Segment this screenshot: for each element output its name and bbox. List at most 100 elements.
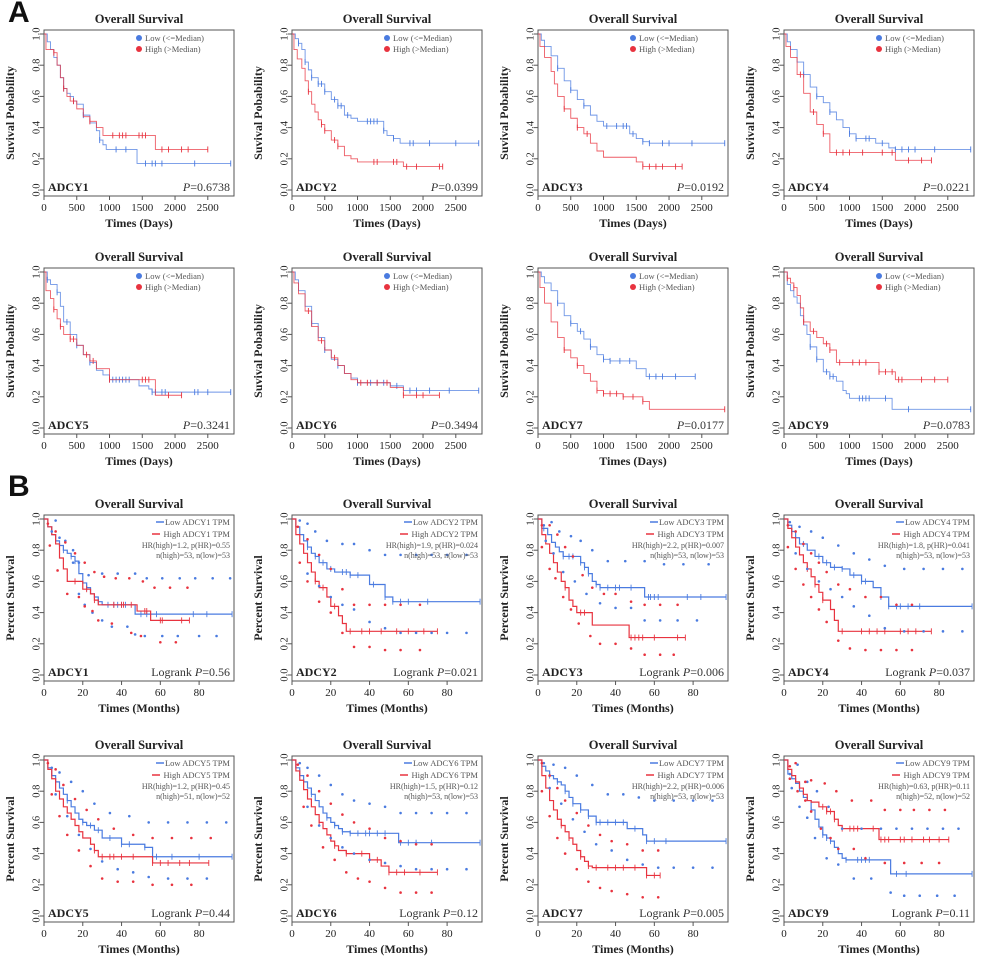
ci-point <box>151 883 154 887</box>
plot-frame <box>783 267 975 435</box>
logrank-label: Logrank <box>639 665 683 679</box>
gene-label: ADCY1 <box>48 665 89 679</box>
y-tick-label: 0.2 <box>772 390 783 403</box>
p-number: =0.11 <box>943 906 970 920</box>
y-tick-label: 0.6 <box>280 575 291 588</box>
ci-point <box>341 603 344 607</box>
hr-stats: HR(high)=1.2, p(HR)=0.45 <box>142 782 230 791</box>
y-axis-label: Percent Survival <box>251 796 265 882</box>
y-tick-label: 0.2 <box>526 152 537 165</box>
km-chart-b-adcy7: Overall Survival 0.0 0.2 0.4 0.6 0.8 1.0 0 20 40 6… <box>497 738 729 956</box>
ci-point <box>176 634 180 638</box>
x-tick-label: 60 <box>895 928 907 940</box>
ci-point <box>587 880 590 883</box>
ci-point <box>552 552 555 555</box>
p-value: P=0.0783 <box>922 418 970 432</box>
ci-point <box>943 808 947 812</box>
ci-point <box>579 539 582 543</box>
legend-label-high: High ADCY6 TPM <box>412 770 479 780</box>
ci-point <box>77 592 81 596</box>
x-axis-label: Times (Months) <box>592 701 673 715</box>
ci-point <box>711 799 714 802</box>
y-tick-label: 0.6 <box>772 816 783 829</box>
ci-point <box>310 824 313 827</box>
ci-point <box>788 764 792 768</box>
ci-point <box>961 630 964 633</box>
y-tick-label: 0.0 <box>32 183 43 196</box>
hr-stats: HR(high)=1.9, p(HR)=0.024 <box>386 541 478 550</box>
ci-point <box>804 780 807 784</box>
ci-point <box>883 808 887 812</box>
ci-point <box>899 808 902 812</box>
ci-point <box>87 573 90 577</box>
ci-point <box>864 595 867 599</box>
x-tick-label: 40 <box>856 687 868 699</box>
ci-point <box>809 552 813 555</box>
ci-point <box>383 603 387 607</box>
ci-point <box>643 653 646 657</box>
ci-point <box>606 559 610 563</box>
p-symbol: P <box>430 180 439 194</box>
ci-point <box>215 634 218 638</box>
ci-point <box>89 864 92 868</box>
p-number: =0.021 <box>444 665 478 679</box>
y-tick-label: 0.8 <box>772 785 783 798</box>
ci-point <box>656 895 660 899</box>
logrank-label: Logrank <box>892 906 936 920</box>
survival-curve <box>292 271 479 392</box>
ci-point <box>653 799 656 802</box>
ci-point <box>329 567 333 571</box>
p-number: =0.56 <box>202 665 230 679</box>
ci-point <box>329 611 333 614</box>
ci-point <box>186 877 189 880</box>
chart-title: Overall Survival <box>589 738 678 752</box>
plot-frame <box>783 755 975 923</box>
survival-curve <box>538 33 725 144</box>
survival-curve <box>292 518 481 603</box>
x-tick-label: 1500 <box>379 202 402 214</box>
ci-point <box>414 811 418 815</box>
ci-point <box>869 877 873 880</box>
plot-frame <box>43 755 235 923</box>
plot-frame <box>783 29 975 197</box>
x-tick-label: 60 <box>403 687 415 699</box>
legend-label-high: High ADCY9 TPM <box>904 770 971 780</box>
n-stats: n(high)=53, n(low)=53 <box>896 551 970 560</box>
ci-point <box>83 605 87 608</box>
km-chart-b-adcy6: Overall Survival 0.0 0.2 0.4 0.6 0.8 1.0 0 20 40 6… <box>251 738 483 956</box>
ci-point <box>100 619 104 622</box>
ci-point <box>910 603 914 607</box>
ci-point <box>352 799 356 802</box>
ci-point <box>418 603 422 607</box>
survival-curve <box>292 759 438 873</box>
p-value: P=0.3241 <box>182 418 230 432</box>
legend-label-high: High (>Median) <box>145 44 201 54</box>
legend-label-low: Low (<=Median) <box>639 33 698 43</box>
ci-point <box>910 827 914 830</box>
ci-point <box>610 839 613 843</box>
survival-curve <box>784 33 932 161</box>
legend-label-high: High (>Median) <box>885 282 941 292</box>
p-value: P=0.6738 <box>182 180 230 194</box>
x-axis-label: Times (Days) <box>845 216 912 230</box>
x-tick-label: 0 <box>535 440 541 452</box>
ci-point <box>662 562 666 566</box>
ci-point <box>131 880 135 883</box>
ci-point <box>809 530 813 533</box>
p-symbol: P <box>922 180 931 194</box>
x-tick-label: 80 <box>194 687 206 699</box>
ci-point <box>641 895 644 899</box>
p-symbol: P <box>194 906 203 920</box>
chart-title: Overall Survival <box>343 497 432 511</box>
ci-point <box>430 553 433 557</box>
chart-title: Overall Survival <box>835 12 924 26</box>
ci-point <box>912 808 916 812</box>
x-tick-label: 0 <box>41 687 47 699</box>
ci-point <box>205 877 209 880</box>
ci-point <box>707 562 710 566</box>
ci-point <box>590 548 594 552</box>
legend-dot-high <box>630 284 636 290</box>
ci-point <box>682 562 685 566</box>
n-stats: n(high)=51, n(low)=52 <box>156 792 230 801</box>
y-tick-label: 0.4 <box>32 605 43 619</box>
